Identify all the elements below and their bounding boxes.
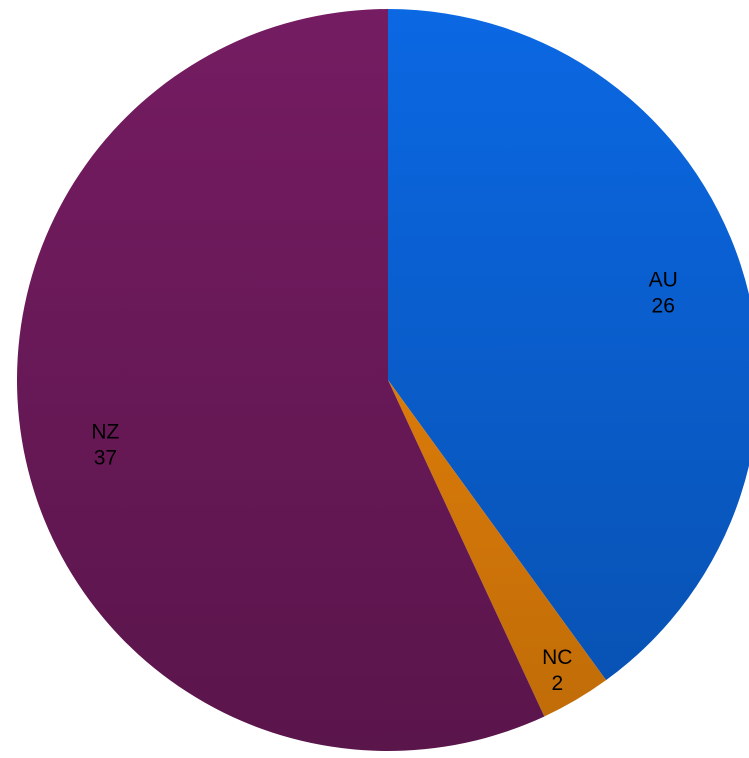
- slice-label-category-au: AU: [649, 269, 678, 292]
- labels-layer: AU 26 NC 2 NZ 37: [91, 269, 677, 695]
- slice-label-value-au: 26: [652, 295, 675, 318]
- slice-label-category-nz: NZ: [91, 420, 119, 443]
- pie-slice-nc: [388, 380, 607, 717]
- pie-slice-nz: [16, 9, 545, 751]
- slice-label-value-nz: 37: [94, 446, 117, 469]
- slices-layer: [16, 9, 749, 751]
- pie-slice-au: [388, 9, 749, 681]
- slice-label-category-nc: NC: [542, 646, 572, 669]
- slice-label-value-nc: 2: [551, 672, 563, 695]
